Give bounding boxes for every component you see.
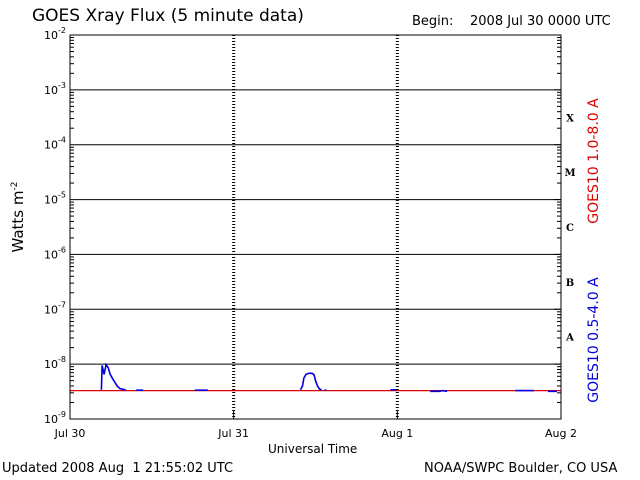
- x-axis-label: Universal Time: [268, 442, 358, 456]
- chart-title: GOES Xray Flux (5 minute data): [32, 6, 304, 26]
- begin-label: Begin:: [412, 14, 454, 29]
- label-layer: Jul 30 Jul 31 Aug 1 Aug 2 10-2 10-3 10-4 10-5 10…: [44, 26, 577, 440]
- flare-class-x: X: [566, 113, 574, 124]
- y-tick-label: 10-9: [44, 410, 66, 426]
- credit-text: NOAA/SWPC Boulder, CO USA: [424, 461, 618, 476]
- y-tick-label: 10-6: [44, 245, 66, 261]
- x-tick-label: Jul 30: [54, 427, 86, 440]
- y-tick-label: 10-2: [44, 26, 66, 42]
- y-tick-label: 10-4: [44, 136, 66, 152]
- x-tick-label: Aug 1: [381, 427, 413, 440]
- grid-layer: [70, 35, 561, 419]
- y-tick-label: 10-8: [44, 355, 66, 371]
- y-tick-label: 10-5: [44, 191, 66, 207]
- flare-class-m: M: [564, 168, 575, 179]
- legend-series-blue: GOES10 0.5-4.0 A: [586, 277, 602, 403]
- series-layer: [70, 362, 561, 393]
- legend-series-red: GOES10 1.0-8.0 A: [586, 98, 602, 224]
- x-tick-label: Aug 2: [545, 427, 577, 440]
- flare-class-c: C: [566, 223, 574, 234]
- y-axis-label: Watts m-2: [9, 167, 27, 267]
- flare-class-b: B: [566, 278, 574, 289]
- begin-value: 2008 Jul 30 0000 UTC: [470, 14, 611, 29]
- y-axis-label-text: Watts m: [9, 190, 27, 253]
- y-axis-label-exponent: -2: [10, 181, 20, 191]
- y-tick-label: 10-7: [44, 300, 66, 316]
- x-tick-label: Jul 31: [217, 427, 249, 440]
- flare-class-a: A: [565, 333, 574, 344]
- plot-frame: [69, 34, 562, 420]
- updated-timestamp: Updated 2008 Aug 1 21:55:02 UTC: [2, 461, 234, 476]
- frame-layer: [69, 34, 562, 420]
- series-line-blue: [100, 362, 557, 393]
- y-tick-label: 10-3: [44, 81, 66, 97]
